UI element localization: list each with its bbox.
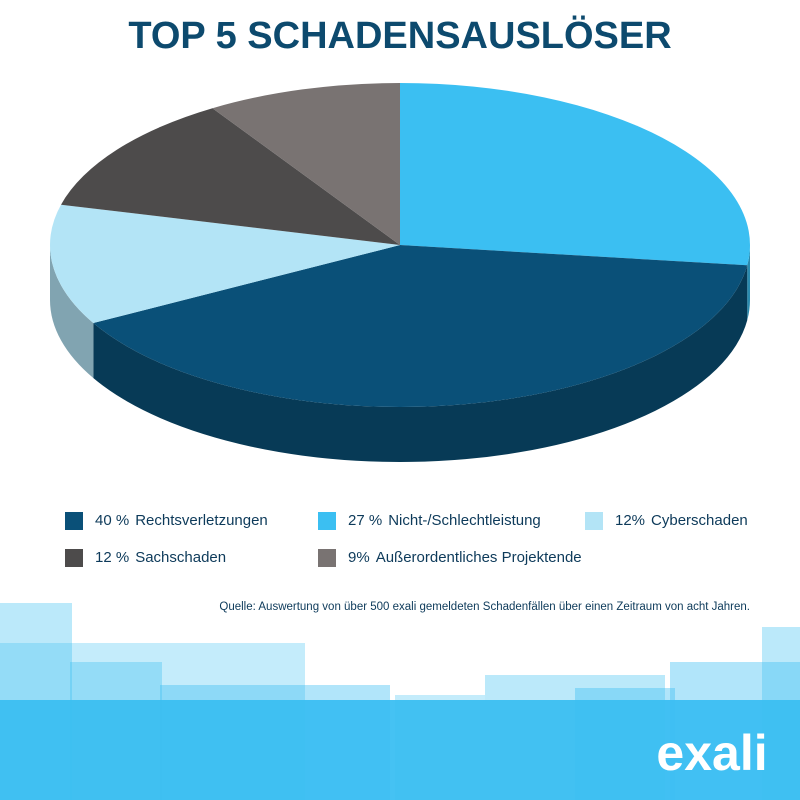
slice — [212, 83, 400, 245]
slice — [50, 204, 401, 324]
legend-swatch — [318, 512, 336, 530]
legend-value: 40 % — [95, 512, 129, 529]
pie — [50, 83, 751, 463]
legend-swatch — [65, 512, 83, 530]
legend-swatch — [318, 549, 336, 567]
slice — [400, 83, 751, 266]
legend-swatch — [585, 512, 603, 530]
source-note: Quelle: Auswertung von über 500 exali ge… — [219, 601, 750, 613]
legend-value: 12 % — [95, 549, 129, 566]
slice-side — [747, 245, 750, 321]
legend-value: 12% — [615, 512, 645, 529]
legend-label: Cyberschaden — [651, 512, 748, 529]
slice — [60, 108, 400, 246]
legend-value: 9% — [348, 549, 370, 566]
legend-label: Sachschaden — [135, 549, 226, 566]
slice-side — [93, 265, 748, 463]
slice — [93, 245, 748, 407]
legend-label: Außerordentliches Projektende — [376, 549, 582, 566]
slice-side — [50, 245, 94, 379]
legend-swatch — [65, 549, 83, 567]
background-blocks — [0, 603, 800, 800]
logo: exali — [656, 725, 767, 781]
legend-value: 27 % — [348, 512, 382, 529]
legend-label: Nicht-/Schlechtleistung — [388, 512, 541, 529]
chart-title: TOP 5 SCHADENSAUSLÖSER — [128, 14, 671, 57]
legend: 40 % Rechtsverletzungen 27 % Nicht-/Schlech… — [65, 512, 748, 567]
legend-label: Rechtsverletzungen — [135, 512, 268, 529]
